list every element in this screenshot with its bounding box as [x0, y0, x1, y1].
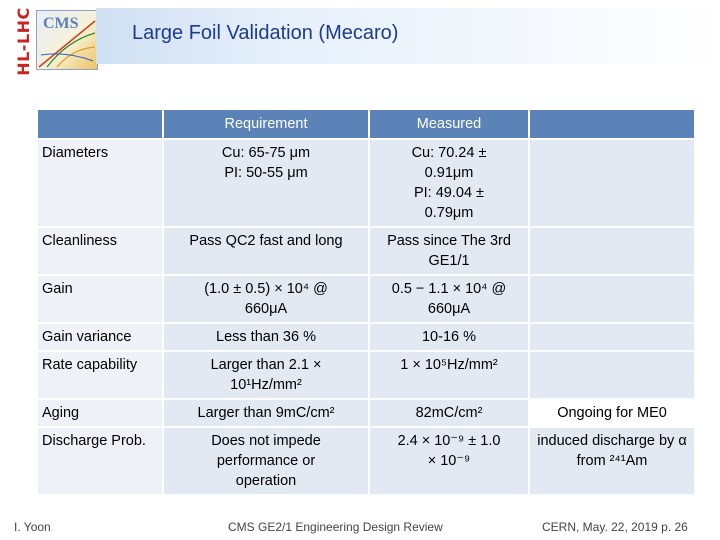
- page-title: Large Foil Validation (Mecaro): [132, 22, 399, 44]
- note-cell: [530, 352, 694, 398]
- row-label: Aging: [38, 400, 162, 426]
- measured-line: × 10⁻⁹: [427, 453, 471, 469]
- measured-line: GE1/1: [428, 253, 470, 269]
- note-cell: [530, 276, 694, 322]
- logo: HL-LHC CMS: [6, 4, 98, 76]
- header-requirement: Requirement: [164, 110, 368, 138]
- measured-line: Pass since The 3rd: [387, 233, 511, 249]
- measured-cell: 2.4 × 10⁻⁹ ± 1.0 × 10⁻⁹: [370, 428, 528, 494]
- title-band: [96, 8, 720, 64]
- requirement-line: Less than 36 %: [216, 329, 316, 345]
- requirement-cell: Does not impede performance or operation: [164, 428, 368, 494]
- requirement-cell: Larger than 2.1 × 10¹Hz/mm²: [164, 352, 368, 398]
- table-row: Cleanliness Pass QC2 fast and long Pass …: [38, 228, 694, 274]
- table-row: Rate capability Larger than 2.1 × 10¹Hz/…: [38, 352, 694, 398]
- measured-cell: Cu: 70.24 ± 0.91μm PI: 49.04 ± 0.79μm: [370, 140, 528, 226]
- cms-logo-text: CMS: [43, 15, 79, 32]
- footer-place-date-page: CERN, May. 22, 2019 p. 26: [542, 520, 688, 534]
- measured-line: 0.91μm: [424, 165, 474, 181]
- footer-author: I. Yoon: [14, 520, 51, 534]
- note-cell: Ongoing for ME0: [530, 400, 694, 426]
- measured-cell: Pass since The 3rd GE1/1: [370, 228, 528, 274]
- measured-line: 82mC/cm²: [415, 405, 483, 421]
- row-label: Rate capability: [38, 352, 162, 398]
- note-cell: induced discharge by α from ²⁴¹Am: [530, 428, 694, 494]
- table-row: Gain (1.0 ± 0.5) × 10⁴ @ 660μA 0.5 − 1.1…: [38, 276, 694, 322]
- note-cell: [530, 228, 694, 274]
- measured-line: 0.5 − 1.1 × 10⁴ @: [391, 281, 507, 297]
- measured-cell: 82mC/cm²: [370, 400, 528, 426]
- requirement-line: Larger than 2.1 ×: [210, 357, 322, 373]
- measured-line: 660μA: [427, 301, 471, 317]
- row-label: Gain: [38, 276, 162, 322]
- requirement-line: Larger than 9mC/cm²: [197, 405, 335, 421]
- requirement-line: Does not impede: [211, 433, 321, 449]
- table-row: Diameters Cu: 65-75 μm PI: 50-55 μm Cu: …: [38, 140, 694, 226]
- row-label: Diameters: [38, 140, 162, 226]
- cms-logo: CMS: [36, 10, 98, 70]
- measured-line: PI: 49.04 ±: [413, 185, 485, 201]
- table-row: Discharge Prob. Does not impede performa…: [38, 428, 694, 494]
- requirement-cell: Larger than 9mC/cm²: [164, 400, 368, 426]
- row-label: Cleanliness: [38, 228, 162, 274]
- header-cell-note: [530, 110, 694, 138]
- measured-cell: 0.5 − 1.1 × 10⁴ @ 660μA: [370, 276, 528, 322]
- table-header-row: Requirement Measured: [38, 110, 694, 138]
- measured-line: 1 × 10⁵Hz/mm²: [400, 357, 498, 373]
- hl-lhc-logo-text: HL-LHC: [13, 6, 33, 76]
- requirement-cell: (1.0 ± 0.5) × 10⁴ @ 660μA: [164, 276, 368, 322]
- table-row: Aging Larger than 9mC/cm² 82mC/cm² Ongoi…: [38, 400, 694, 426]
- measured-line: 10-16 %: [421, 329, 476, 345]
- requirement-cell: Cu: 65-75 μm PI: 50-55 μm: [164, 140, 368, 226]
- requirement-line: operation: [235, 473, 297, 489]
- hl-lhc-logo: HL-LHC: [14, 7, 33, 76]
- note-cell: [530, 140, 694, 226]
- requirement-cell: Pass QC2 fast and long: [164, 228, 368, 274]
- requirement-cell: Less than 36 %: [164, 324, 368, 350]
- requirement-line: PI: 50-55 μm: [224, 165, 308, 181]
- requirement-line: Cu: 65-75 μm: [221, 145, 311, 161]
- measured-line: Cu: 70.24 ±: [411, 145, 487, 161]
- requirement-line: 660μA: [244, 301, 288, 317]
- validation-table: Requirement Measured Diameters Cu: 65-75…: [36, 108, 696, 496]
- measured-cell: 1 × 10⁵Hz/mm²: [370, 352, 528, 398]
- header-measured: Measured: [370, 110, 528, 138]
- requirement-line: 10¹Hz/mm²: [230, 377, 302, 393]
- row-label: Gain variance: [38, 324, 162, 350]
- measured-cell: 10-16 %: [370, 324, 528, 350]
- note-cell: [530, 324, 694, 350]
- table-row: Gain variance Less than 36 % 10-16 %: [38, 324, 694, 350]
- measured-line: 2.4 × 10⁻⁹ ± 1.0: [397, 433, 501, 449]
- collision-event-icon: [38, 20, 96, 68]
- requirement-line: (1.0 ± 0.5) × 10⁴ @: [204, 281, 328, 297]
- footer-event: CMS GE2/1 Engineering Design Review: [228, 520, 443, 534]
- measured-line: 0.79μm: [424, 205, 474, 221]
- header-cell-empty: [38, 110, 162, 138]
- requirement-line: performance or: [216, 453, 316, 469]
- row-label: Discharge Prob.: [38, 428, 162, 494]
- requirement-line: Pass QC2 fast and long: [189, 233, 343, 249]
